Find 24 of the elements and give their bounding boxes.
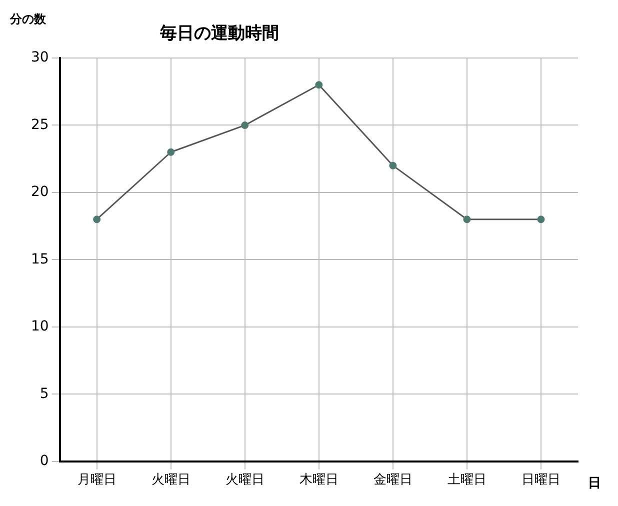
- y-tick-label: 0: [40, 453, 49, 470]
- y-tick-label: 5: [40, 386, 49, 402]
- chart-title: 毎日の運動時間: [158, 23, 279, 44]
- x-tick-label: 月曜日: [77, 472, 116, 488]
- point: [537, 216, 545, 224]
- x-tick-label: 土曜日: [447, 472, 486, 488]
- point: [389, 162, 397, 170]
- y-tick-label: 30: [30, 50, 49, 66]
- y-tick-label: 20: [30, 184, 49, 200]
- point: [463, 216, 471, 224]
- point: [93, 216, 101, 224]
- y-tick-label: 10: [30, 318, 49, 335]
- x-tick-label: 木曜日: [299, 472, 338, 488]
- point: [167, 148, 175, 156]
- y-tick-label: 15: [30, 251, 49, 268]
- x-axis-title: 日: [588, 476, 601, 491]
- y-tick-label: 25: [30, 116, 49, 133]
- x-tick-label: 火曜日: [151, 472, 190, 488]
- x-tick-label: 日曜日: [521, 472, 560, 488]
- point: [241, 121, 249, 129]
- x-tick-label: 火曜日: [225, 472, 264, 488]
- x-tick-label: 金曜日: [373, 472, 412, 488]
- y-axis-title: 分の数: [9, 12, 47, 26]
- point: [315, 81, 323, 89]
